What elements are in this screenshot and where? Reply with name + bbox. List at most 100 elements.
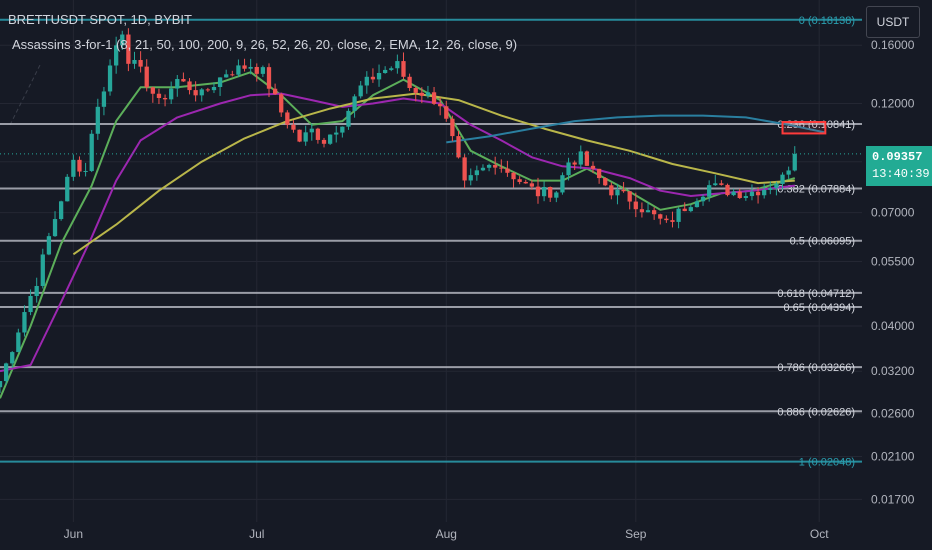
candles (0, 28, 797, 393)
candle-body (383, 69, 388, 73)
candle-body (407, 76, 412, 88)
candle (236, 59, 241, 77)
candle-body (431, 92, 437, 104)
candle-body (150, 87, 155, 94)
candle (217, 77, 223, 96)
currency-button[interactable]: USDT (866, 6, 920, 38)
trend-line (9, 64, 41, 126)
y-tick-label: 0.05500 (871, 255, 915, 269)
candle-body (3, 363, 9, 382)
candle-body (321, 139, 327, 144)
candle-body (101, 91, 107, 107)
candle (181, 72, 186, 82)
candle (120, 30, 125, 50)
candle (633, 192, 638, 218)
candle-body (395, 61, 400, 69)
candle (303, 125, 308, 146)
candle-body (462, 157, 467, 181)
candle (395, 54, 400, 74)
candle (505, 160, 510, 177)
candle (413, 86, 418, 102)
candle (95, 98, 100, 140)
candle (71, 154, 76, 181)
x-tick-label: Oct (810, 527, 829, 541)
candle (682, 202, 687, 212)
candle-body (450, 118, 455, 137)
candle-body (609, 185, 614, 196)
ema-line-200 (446, 114, 826, 144)
candle-body (315, 128, 321, 140)
candle (107, 59, 113, 96)
y-tick-label: 0.04000 (871, 319, 915, 333)
candle-body (352, 96, 357, 111)
candle (419, 87, 424, 104)
candle-body (627, 191, 632, 202)
candle-body (749, 191, 755, 197)
candle (615, 183, 620, 205)
candle (774, 181, 779, 196)
candle-body (199, 89, 204, 96)
candle-body (169, 88, 174, 100)
candle (230, 70, 235, 77)
fib-level-label: 1 (0.02048) (799, 457, 855, 469)
fib-level-label: 0.5 (0.06095) (790, 236, 855, 248)
candle-body (46, 236, 52, 255)
highlight-zone (0, 121, 862, 155)
candle-body (401, 61, 406, 77)
candle (474, 165, 479, 181)
candle-body (780, 174, 785, 184)
candle-body (65, 176, 70, 202)
y-tick-label: 0.03200 (871, 364, 915, 378)
candle (376, 64, 382, 87)
indicator-legend[interactable]: Assassins 3-for-1 (8, 21, 50, 100, 200, … (12, 37, 518, 52)
candle (383, 66, 388, 74)
candle (389, 66, 394, 72)
candle (700, 194, 706, 206)
candle (126, 28, 131, 72)
candle-body (541, 187, 547, 197)
fib-level-label: 0.65 (0.04394) (783, 302, 855, 314)
candle (554, 191, 559, 203)
candle-body (511, 172, 516, 180)
candle-body (0, 381, 3, 388)
candle (370, 68, 376, 83)
candle-body (144, 66, 149, 88)
candle (285, 110, 290, 129)
y-tick-label: 0.07000 (871, 206, 915, 220)
candle (205, 87, 210, 92)
candle (279, 92, 284, 117)
candle (3, 362, 9, 385)
candle (114, 36, 119, 74)
symbol-title[interactable]: BRETTUSDT SPOT, 1D, BYBIT (8, 12, 192, 27)
fib-level-label: 0.618 (0.04712) (777, 288, 855, 300)
fib-level-label: 0.382 (0.07884) (777, 184, 855, 196)
candle (780, 172, 785, 190)
candle (77, 156, 82, 177)
candle (578, 145, 583, 170)
candle-body (713, 183, 718, 186)
candle (224, 69, 229, 78)
candle-body (132, 59, 137, 64)
candle-body (768, 188, 773, 190)
candle (169, 81, 174, 104)
candle (688, 204, 693, 213)
candle (560, 172, 565, 195)
candle (713, 174, 718, 186)
candle-body (535, 186, 541, 197)
candle (499, 159, 504, 173)
candle-body (297, 129, 302, 142)
grid-lines (0, 0, 862, 522)
candle (627, 191, 632, 210)
candle-body (755, 191, 761, 196)
candle-body (456, 136, 461, 158)
candle-body (645, 210, 651, 213)
candle-body (762, 189, 767, 196)
candle (621, 182, 626, 193)
x-tick-label: Jun (64, 527, 83, 541)
candle-body (83, 170, 88, 172)
candle-body (28, 296, 33, 313)
candle-body (774, 183, 779, 189)
candle-body (639, 209, 645, 213)
candle-body (468, 175, 473, 181)
